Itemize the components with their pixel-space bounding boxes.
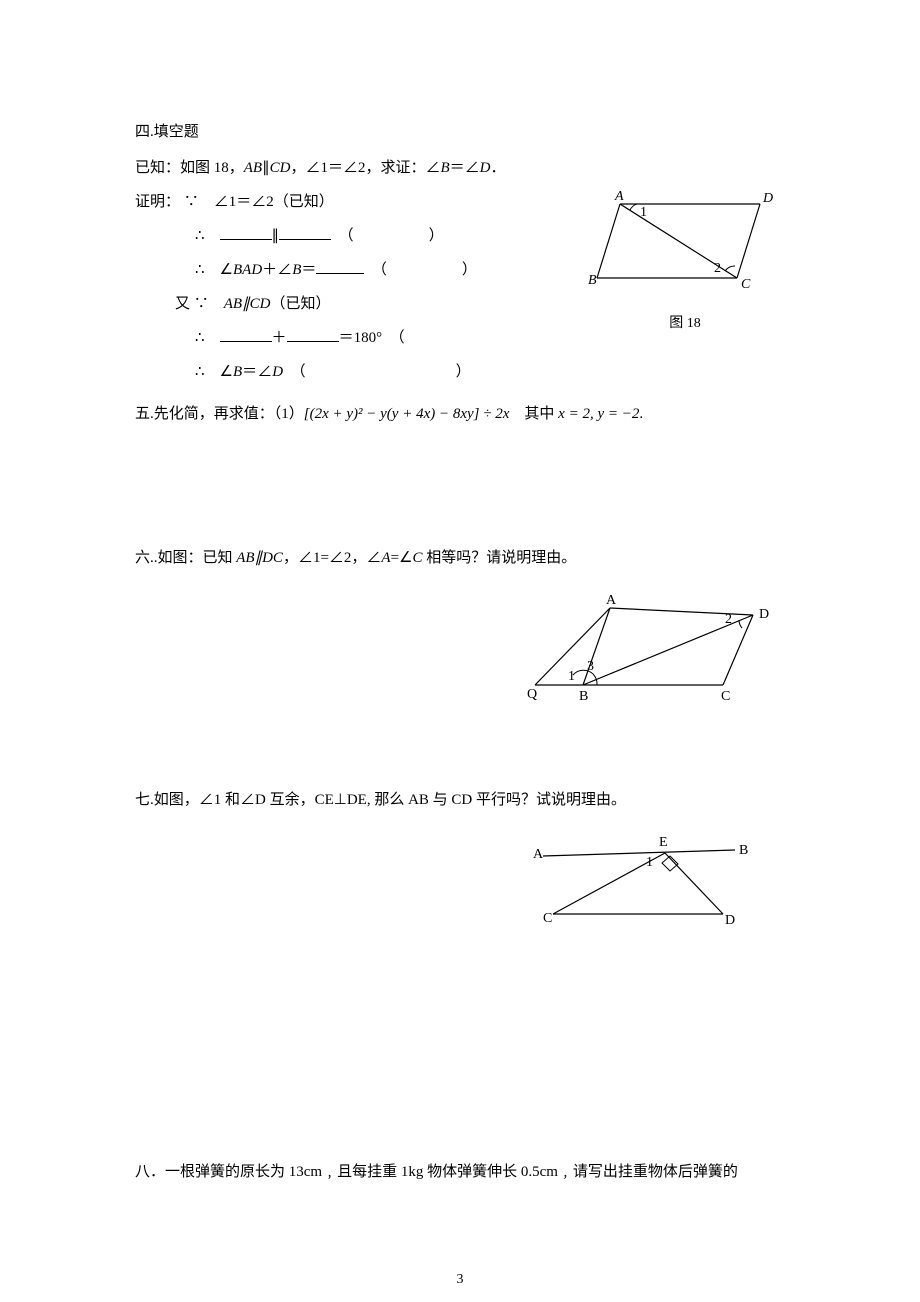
q4-eqs: ＝∠ [450, 160, 480, 176]
q7-figure-wrap: A B E C D 1 [135, 832, 785, 940]
q4-blank2[interactable] [279, 225, 331, 240]
q4-line2-pre: ∴ [195, 228, 220, 244]
q6-fig-C: C [721, 689, 730, 704]
q4-line5-pre: ∴ [195, 330, 220, 346]
q4-lp4: （ [298, 364, 306, 380]
q4-known: （已知） [270, 296, 330, 312]
q4-eq180: ＝180° [339, 330, 383, 346]
q4-blank5[interactable] [287, 327, 339, 342]
q4-proof-label: 证明： [135, 194, 180, 210]
q4-title: 四.填空题 [135, 120, 785, 144]
q4-line4-pre: 又 ∵ [175, 296, 224, 312]
q5-expr: [(2x + y)² − y(y + 4x) − 8xy] ÷ 2x [304, 406, 510, 422]
q4-line3-pre: ∴ ∠ [195, 262, 233, 278]
q6-figure-wrap: A D Q B C 1 3 2 [135, 590, 785, 718]
q4-lp2: （ [379, 262, 387, 278]
q6-title-pre: 六..如图：已知 [135, 550, 236, 566]
q4-line6-pre: ∴ ∠ [195, 364, 233, 380]
q4-a12: ，∠1＝∠2，求证：∠ [290, 160, 440, 176]
q4-blank1[interactable] [220, 225, 272, 240]
q4-given: 已知：如图 18，AB∥CD，∠1＝∠2，求证：∠B＝∠D． [135, 156, 785, 180]
q4-d2: D [272, 364, 283, 380]
q4-plus-angle: ＋∠ [262, 262, 292, 278]
q5-title: 五.先化简，再求值：（1） [135, 406, 304, 422]
q4-rp1: ） [429, 228, 444, 244]
q6-fig-3: 3 [587, 659, 594, 674]
q8: 八．一根弹簧的原长为 13cm﹐且每挂重 1kg 物体弹簧伸长 0.5cm﹐请写… [135, 1160, 785, 1184]
q8-title: 八．一根弹簧的原长为 13cm﹐且每挂重 1kg 物体弹簧伸长 0.5cm﹐请写… [135, 1164, 738, 1180]
q6-abdc: AB∥DC [236, 550, 283, 566]
q6-mid: ，∠1=∠2，∠ [283, 550, 381, 566]
q5: 五.先化简，再求值：（1）[(2x + y)² − y(y + 4x) − 8x… [135, 402, 785, 426]
q7-fig-D: D [725, 913, 735, 928]
q4-blank3[interactable] [316, 259, 364, 274]
q4-figure-svg: A D B C 1 2 [585, 186, 785, 301]
q6: 六..如图：已知 AB∥DC，∠1=∠2，∠A=∠C 相等吗？请说明理由。 [135, 546, 785, 570]
q4-eq1: ＝ [301, 262, 316, 278]
q4-b: B [440, 160, 449, 176]
q4-fig-A: A [614, 189, 624, 204]
q6-fig-A: A [606, 593, 617, 608]
q5-vals: x = 2, y = −2 [558, 406, 639, 422]
q4-d: D [480, 160, 491, 176]
q6-fig-D: D [759, 607, 769, 622]
q7-fig-A: A [533, 847, 544, 862]
q7-title: 七.如图，∠1 和∠D 互余，CE⊥DE, 那么 AB 与 CD 平行吗？试说明… [135, 792, 626, 808]
q4-line1: ∵ ∠1＝∠2（已知） [184, 194, 334, 210]
q4-block: 已知：如图 18，AB∥CD，∠1＝∠2，求证：∠B＝∠D． 证明： ∵ ∠1＝… [135, 156, 785, 384]
q7-fig-B: B [739, 843, 748, 858]
q6-fig-B: B [579, 689, 588, 704]
q4-ab: AB [244, 160, 262, 176]
q4-abcd: AB∥CD [224, 296, 271, 312]
q4-par2: ∥ [272, 228, 280, 244]
q4-lp3: （ [397, 330, 405, 346]
q4-lp1: （ [346, 228, 354, 244]
q7-fig-1: 1 [646, 855, 653, 870]
q7-fig-C: C [543, 911, 552, 926]
q4-fig-C: C [741, 277, 751, 292]
q4-fig-1: 1 [640, 205, 647, 220]
page-number: 3 [0, 1272, 920, 1288]
q4-rp2: ） [462, 262, 477, 278]
q7: 七.如图，∠1 和∠D 互余，CE⊥DE, 那么 AB 与 CD 平行吗？试说明… [135, 788, 785, 812]
q6-fig-1: 1 [568, 669, 575, 684]
q4-dot: ． [490, 160, 505, 176]
q4-par1: ∥ [262, 160, 270, 176]
q4-bad: BAD [233, 262, 262, 278]
q4-fig-B: B [588, 273, 597, 288]
q5-dot: . [639, 406, 643, 422]
q4-given-prefix: 已知：如图 18， [135, 160, 244, 176]
q7-fig-E: E [659, 835, 668, 850]
q7-figure: A B E C D 1 [525, 832, 755, 932]
q4-eq2: ＝ [242, 364, 257, 380]
q6-fig-2: 2 [725, 612, 732, 627]
q4-figure: A D B C 1 2 图 18 [585, 186, 785, 335]
q6-tail: 相等吗？请说明理由。 [423, 550, 577, 566]
q4-rp4: ） [456, 364, 471, 380]
q4-fig-caption: 图 18 [585, 313, 785, 335]
q6-fig-Q: Q [527, 687, 537, 702]
q6-eq: =∠ [391, 550, 413, 566]
q6-a: A [381, 550, 390, 566]
q6-c: C [413, 550, 423, 566]
q4-fig-2: 2 [714, 261, 721, 276]
q4-b2: B [292, 262, 301, 278]
q4-cd: CD [270, 160, 291, 176]
q4-blank4[interactable] [220, 327, 272, 342]
q4-b3: B [233, 364, 242, 380]
q5-tail-pre: 其中 [509, 406, 558, 422]
q4-plus: ＋ [272, 330, 287, 346]
q6-figure: A D Q B C 1 3 2 [525, 590, 775, 710]
q4-line6: ∴ ∠B＝∠D （ ） [135, 360, 785, 384]
q4-fig-D: D [762, 191, 773, 206]
